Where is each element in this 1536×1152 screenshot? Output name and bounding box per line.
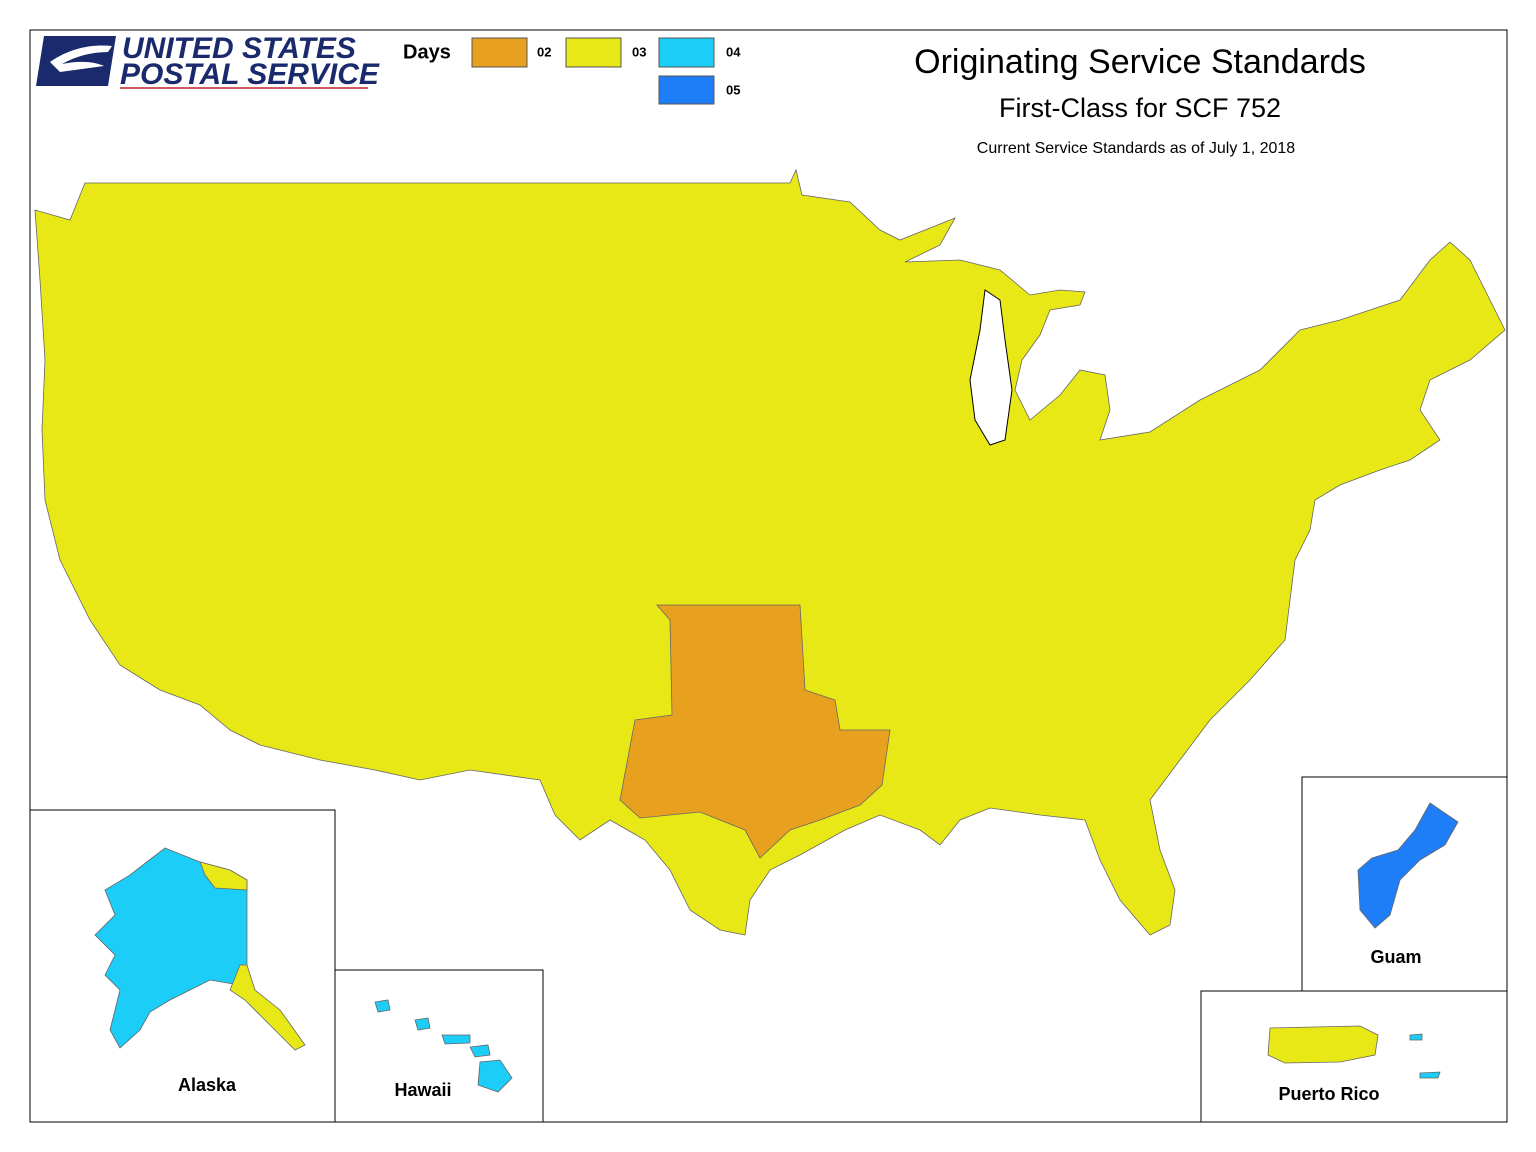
logo-text: UNITED STATES xyxy=(122,32,356,65)
legend-label: 04 xyxy=(726,44,741,59)
legend-swatch xyxy=(658,37,715,68)
legend-label: 05 xyxy=(726,82,740,97)
legend-label: 02 xyxy=(537,44,551,59)
hawaii-map xyxy=(374,999,513,1093)
inset-frame xyxy=(334,969,544,1123)
subtitle: First-Class for SCF 752 xyxy=(999,93,1281,123)
logo-text: POSTAL SERVICE xyxy=(120,58,380,91)
alaska-southeast xyxy=(199,861,306,1051)
alaska-map xyxy=(94,847,248,1049)
logo: UNITED STATES POSTAL SERVICE xyxy=(36,32,380,91)
legend-swatch xyxy=(471,37,528,68)
legend-title: Days xyxy=(403,41,451,63)
us-map xyxy=(34,168,1506,936)
virgin-islands-map xyxy=(1409,1033,1441,1079)
inset-label: Hawaii xyxy=(394,1080,451,1100)
legend-swatch xyxy=(658,75,715,105)
logo-eagle xyxy=(50,45,112,72)
inset-label: Guam xyxy=(1370,947,1421,967)
legend-label: 03 xyxy=(632,44,646,59)
legend: Days 02 03 04 05 xyxy=(403,37,741,105)
region-2-day xyxy=(619,604,891,859)
note: Current Service Standards as of July 1, … xyxy=(977,140,1295,157)
inset-label: Puerto Rico xyxy=(1278,1084,1379,1104)
title: Originating Service Standards xyxy=(914,43,1366,81)
guam-map xyxy=(1357,802,1459,929)
inset-label: Alaska xyxy=(178,1075,237,1095)
lake-michigan xyxy=(969,289,1013,446)
legend-swatch xyxy=(565,37,622,68)
puerto-rico-map xyxy=(1267,1025,1379,1064)
inset-frame xyxy=(1301,776,1508,992)
logo-mark xyxy=(36,36,116,86)
